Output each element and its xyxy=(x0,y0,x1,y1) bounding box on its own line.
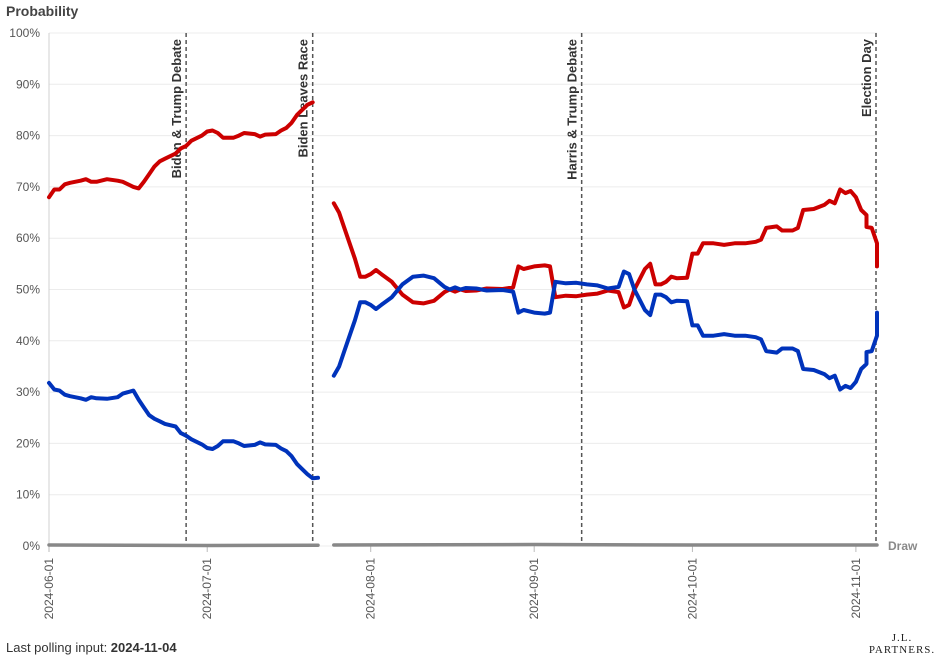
event-label: Harris & Trump Debate xyxy=(565,39,580,180)
event-label: Biden & Trump Debate xyxy=(169,39,184,178)
x-tick-label: 2024-11-01 xyxy=(849,558,863,619)
y-tick-label: 20% xyxy=(16,436,40,450)
x-tick-label: 2024-07-01 xyxy=(200,558,214,620)
x-tick-label: 2024-10-01 xyxy=(685,558,699,620)
jl-partners-logo: J.L. PARTNERS. xyxy=(862,632,942,656)
draw-series-label: Draw xyxy=(888,539,918,553)
y-tick-label: 50% xyxy=(16,283,40,297)
series-line-1 xyxy=(47,269,879,481)
x-tick-label: 2024-09-01 xyxy=(527,558,541,620)
logo-line-1: J.L. xyxy=(891,632,913,644)
logo-line-2: PARTNERS. xyxy=(868,644,936,656)
x-tick-label: 2024-06-01 xyxy=(42,558,56,620)
y-tick-label: 10% xyxy=(16,488,40,502)
y-tick-label: 40% xyxy=(16,334,40,348)
series-line-2 xyxy=(47,542,879,548)
y-tick-label: 90% xyxy=(16,77,40,91)
event-label: Biden Leaves Race xyxy=(296,39,311,158)
y-tick-label: 30% xyxy=(16,385,40,399)
y-tick-label: 70% xyxy=(16,180,40,194)
y-tick-label: 60% xyxy=(16,231,40,245)
x-axis-ticks: 2024-06-01 2024-07-01 2024-08-01 2024-09-01… xyxy=(42,546,863,619)
footer-date: 2024-11-04 xyxy=(110,640,177,655)
chart-title: Probability xyxy=(6,3,79,19)
y-tick-label: 100% xyxy=(9,26,40,40)
y-tick-label: 0% xyxy=(23,539,41,553)
footer-note: Last polling input: 2024-11-04 xyxy=(6,640,177,655)
x-tick-label: 2024-08-01 xyxy=(364,558,378,620)
event-label: Election Day xyxy=(859,38,874,117)
y-axis-ticks: 0% 10% 20% 30% 40% 50% 60% 70% 80% 90% 100% xyxy=(9,26,40,553)
y-tick-label: 80% xyxy=(16,129,40,143)
event-markers: Biden & Trump Debate Biden Leaves Race Har… xyxy=(169,33,877,546)
series-lines xyxy=(47,100,879,548)
footer-label: Last polling input: xyxy=(6,640,111,655)
